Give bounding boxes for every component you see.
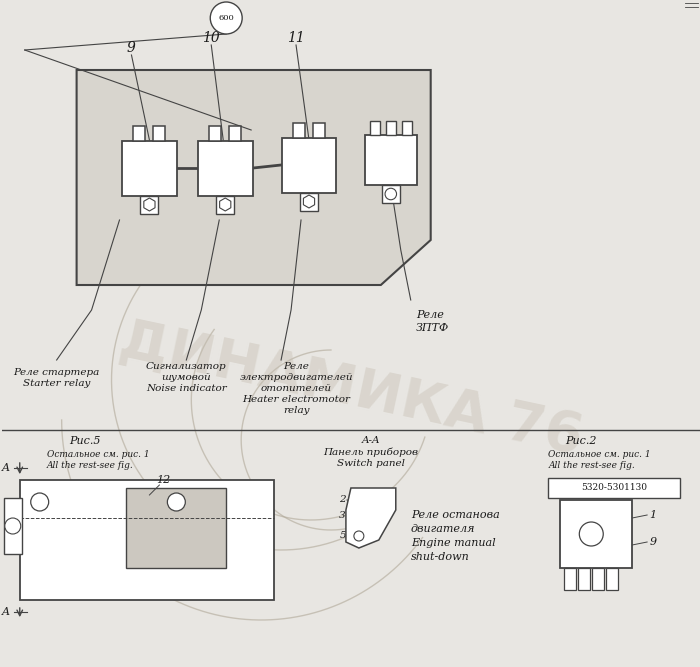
Bar — [313, 123, 325, 137]
Circle shape — [354, 531, 364, 541]
Text: Реле
электродвигателей
отопителей
Heater electromotor
relay: Реле электродвигателей отопителей Heater… — [239, 362, 353, 416]
Circle shape — [210, 2, 242, 34]
Circle shape — [580, 522, 603, 546]
Polygon shape — [220, 198, 231, 211]
Bar — [4, 498, 22, 554]
Circle shape — [385, 188, 396, 199]
Circle shape — [31, 493, 49, 511]
Text: Реле останова
двигателя
Engine manual
shut-down: Реле останова двигателя Engine manual sh… — [411, 510, 500, 562]
Bar — [606, 568, 618, 590]
Text: 600: 600 — [218, 14, 234, 22]
Text: ДИНАМИКА 76: ДИНАМИКА 76 — [114, 314, 587, 466]
Text: 5: 5 — [340, 530, 346, 540]
Bar — [134, 125, 146, 141]
Text: Остальное см. рис. 1
All the rest-see fig.: Остальное см. рис. 1 All the rest-see fi… — [47, 450, 149, 470]
Bar — [153, 125, 165, 141]
Bar — [20, 480, 274, 600]
Text: Рис.5: Рис.5 — [69, 436, 101, 446]
Circle shape — [5, 518, 21, 534]
Bar — [229, 125, 241, 141]
Text: Реле стартера
Starter relay: Реле стартера Starter relay — [13, 368, 100, 388]
Text: Сигнализатор
шумовой
Noise indicator: Сигнализатор шумовой Noise indicator — [146, 362, 227, 394]
Bar — [209, 125, 221, 141]
Bar — [578, 568, 590, 590]
Bar — [592, 568, 604, 590]
Text: Реле
ЗПТФ: Реле ЗПТФ — [416, 310, 449, 334]
Text: 2: 2 — [340, 496, 346, 504]
Text: A: A — [2, 607, 10, 617]
Text: 1: 1 — [649, 510, 657, 520]
Bar — [386, 121, 396, 135]
Bar — [127, 488, 226, 568]
Text: A-A
Панель приборов
Switch panel: A-A Панель приборов Switch panel — [323, 436, 419, 468]
Text: Рис.2: Рис.2 — [566, 436, 597, 446]
Bar — [198, 141, 253, 195]
Bar — [548, 478, 680, 498]
Bar — [370, 121, 380, 135]
Bar — [402, 121, 412, 135]
Text: 11: 11 — [287, 31, 305, 45]
Bar — [122, 141, 177, 195]
Bar — [561, 500, 632, 568]
Bar — [293, 123, 305, 137]
Text: Остальное см. рис. 1
All the rest-see fig.: Остальное см. рис. 1 All the rest-see fi… — [548, 450, 651, 470]
Text: 10: 10 — [202, 31, 220, 45]
Bar — [564, 568, 576, 590]
Text: 12: 12 — [156, 475, 171, 485]
Circle shape — [167, 493, 186, 511]
Bar — [382, 185, 400, 203]
Bar — [141, 195, 158, 213]
Text: 5320-5301130: 5320-5301130 — [581, 484, 648, 492]
Text: 9: 9 — [649, 537, 657, 547]
Polygon shape — [303, 195, 314, 208]
Text: 3: 3 — [340, 510, 346, 520]
Bar — [365, 135, 416, 185]
Polygon shape — [76, 70, 430, 285]
Polygon shape — [144, 198, 155, 211]
Bar — [300, 193, 318, 211]
Text: A: A — [2, 463, 10, 473]
Bar — [216, 195, 235, 213]
Polygon shape — [346, 488, 396, 548]
Bar — [281, 137, 337, 193]
Text: 9: 9 — [127, 41, 136, 55]
